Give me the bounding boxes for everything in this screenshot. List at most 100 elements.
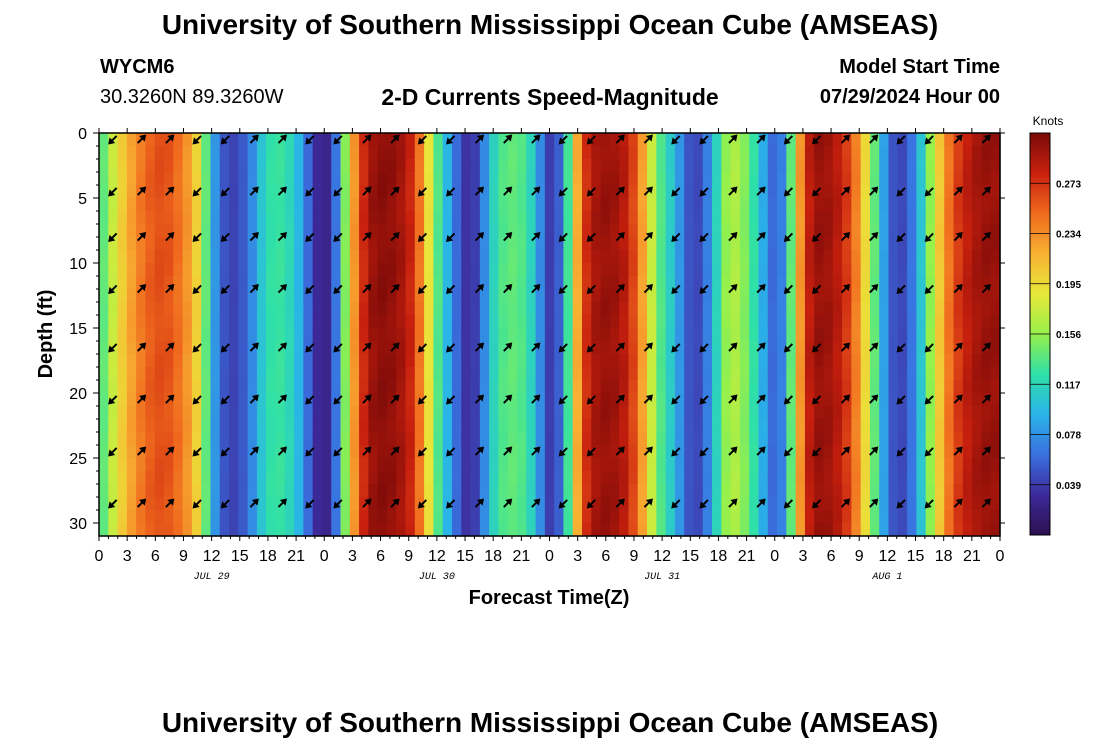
heatmap-cell xyxy=(851,406,862,420)
heatmap-cell xyxy=(786,133,797,147)
heatmap-cell xyxy=(526,146,537,160)
arrow-head xyxy=(533,394,541,402)
heatmap-cell xyxy=(953,380,964,394)
heatmap-cell xyxy=(665,159,676,173)
heatmap-cell xyxy=(721,341,732,355)
arrow-head xyxy=(955,498,963,506)
heatmap-cell xyxy=(869,289,880,303)
heatmap-cell xyxy=(321,328,332,342)
heatmap-cell xyxy=(173,354,184,368)
heatmap-cell xyxy=(303,237,314,251)
heatmap-cell xyxy=(489,419,500,433)
heatmap-cell xyxy=(897,523,908,537)
heatmap-cell xyxy=(386,419,397,433)
heatmap-cell xyxy=(451,263,462,277)
arrow-head xyxy=(586,137,594,145)
heatmap-cell xyxy=(563,341,574,355)
heatmap-cell xyxy=(907,185,917,199)
heatmap-cell xyxy=(600,341,611,355)
heatmap-cell xyxy=(712,172,722,186)
heatmap-cell xyxy=(489,328,500,342)
heatmap-cell xyxy=(126,497,137,511)
heatmap-cell xyxy=(712,198,722,212)
heatmap-cell xyxy=(888,328,899,342)
heatmap-cell xyxy=(294,419,304,433)
heatmap-cell xyxy=(359,328,369,342)
heatmap-cell xyxy=(832,237,843,251)
heatmap-cell xyxy=(154,133,165,147)
heatmap-cell xyxy=(433,510,444,524)
heatmap-cell xyxy=(117,432,128,446)
current-arrow xyxy=(981,186,991,196)
heatmap-cell xyxy=(972,302,983,316)
heatmap-cell xyxy=(126,341,137,355)
heatmap-cell xyxy=(340,406,351,420)
heatmap-cell xyxy=(386,497,397,511)
heatmap-cell xyxy=(897,393,908,407)
colorbar-tick-label: 0.078 xyxy=(1056,431,1081,442)
heatmap-cell xyxy=(461,484,472,498)
heatmap-cell xyxy=(888,380,899,394)
heatmap-cell xyxy=(535,172,546,186)
heatmap-cell xyxy=(712,341,722,355)
y-axis-label: Depth (ft) xyxy=(35,290,57,379)
heatmap-cell xyxy=(535,406,546,420)
heatmap-cell xyxy=(424,211,434,225)
arrow-head xyxy=(333,397,341,405)
heatmap-cell xyxy=(321,354,332,368)
heatmap-cell xyxy=(582,185,592,199)
heatmap-cell xyxy=(173,328,184,342)
heatmap-cell xyxy=(814,315,825,329)
colorbar-tick-label: 0.156 xyxy=(1056,330,1081,341)
heatmap-cell xyxy=(424,172,434,186)
heatmap-cell xyxy=(879,211,890,225)
heatmap-cell xyxy=(210,172,221,186)
heatmap-cell xyxy=(944,211,955,225)
heatmap-cell xyxy=(739,159,750,173)
heatmap-cell xyxy=(962,393,973,407)
heatmap-cell xyxy=(786,354,797,368)
heatmap-cell xyxy=(461,354,472,368)
x-tick-label: 6 xyxy=(376,548,385,565)
heatmap-cell xyxy=(795,172,806,186)
heatmap-cell xyxy=(609,315,620,329)
heatmap-cell xyxy=(489,146,500,160)
heatmap-cell xyxy=(916,133,927,147)
heatmap-cell xyxy=(823,185,834,199)
heatmap-cell xyxy=(312,224,323,238)
heatmap-cell xyxy=(182,224,193,238)
current-arrow xyxy=(305,499,315,509)
heatmap-cell xyxy=(851,289,862,303)
heatmap-cell xyxy=(786,471,797,485)
heatmap-cell xyxy=(516,497,527,511)
heatmap-cell xyxy=(600,263,611,277)
heatmap-cell xyxy=(386,484,397,498)
heatmap-cell xyxy=(674,367,685,381)
heatmap-cell xyxy=(953,458,964,472)
heatmap-cell xyxy=(424,146,434,160)
heatmap-cell xyxy=(693,380,704,394)
heatmap-cell xyxy=(544,159,555,173)
heatmap-cell xyxy=(321,198,332,212)
heatmap-cell xyxy=(990,380,1001,394)
heatmap-cell xyxy=(879,185,890,199)
heatmap-cell xyxy=(712,315,722,329)
heatmap-cell xyxy=(944,237,955,251)
heatmap-cell xyxy=(665,211,676,225)
heatmap-cell xyxy=(507,250,518,264)
heatmap-cell xyxy=(600,497,611,511)
heatmap-cell xyxy=(721,445,732,459)
heatmap-cell xyxy=(721,198,732,212)
heatmap-cell xyxy=(331,406,342,420)
heatmap-cell xyxy=(897,406,908,420)
heatmap-cell xyxy=(117,445,128,459)
heatmap-cell xyxy=(944,185,955,199)
heatmap-cell xyxy=(693,289,704,303)
heatmap-cell xyxy=(396,393,407,407)
heatmap-cell xyxy=(749,224,760,238)
heatmap-cell xyxy=(210,484,221,498)
heatmap-cell xyxy=(182,211,193,225)
current-arrow xyxy=(165,394,175,404)
heatmap-cell xyxy=(256,315,267,329)
heatmap-cell xyxy=(275,172,286,186)
